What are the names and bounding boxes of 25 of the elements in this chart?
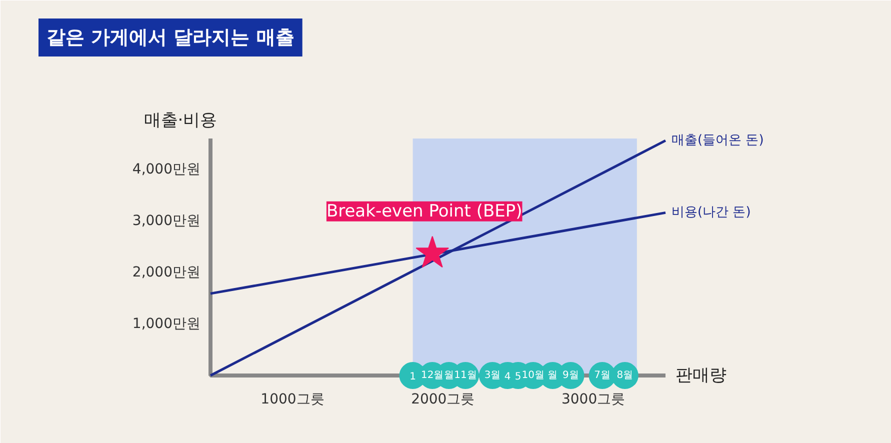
annotation: 11월 <box>454 370 477 381</box>
x-tick-label: 2000그릇 <box>411 392 475 408</box>
y-axis-title: 매출·비용 <box>144 110 218 130</box>
annotation: 3월 <box>484 370 501 381</box>
annotation: 12월 <box>420 370 444 381</box>
annotation: 7월 <box>594 370 611 381</box>
y-tick-label: 2,000만원 <box>132 264 201 280</box>
annotation: 월 <box>548 370 558 381</box>
annotation: 월 <box>444 370 454 381</box>
y-tick-label: 4,000만원 <box>132 161 201 178</box>
annotation: 1 <box>410 372 416 382</box>
x-tick-label: 3000그릇 <box>561 392 626 408</box>
y-tick-label: 3,000만원 <box>132 212 201 229</box>
y-tick-label: 1,000만원 <box>132 316 201 332</box>
annotation: 10월 <box>522 370 545 381</box>
annotation: 4 <box>504 372 511 382</box>
annotation: 8월 <box>616 370 634 381</box>
series-label: 매출(들어온 돈) <box>672 133 764 148</box>
x-axis-title: 판매량 <box>676 366 726 386</box>
annotation: 5 <box>514 372 522 382</box>
x-tick-label: 1000그릇 <box>260 392 324 408</box>
annotation: 9월 <box>562 370 579 381</box>
series-label: 비용(나간 돈) <box>672 205 751 220</box>
annotation: Break-even Point (BEP) <box>326 201 522 222</box>
chart-title: 같은 가게에서 달라지는 매출 <box>46 26 294 48</box>
